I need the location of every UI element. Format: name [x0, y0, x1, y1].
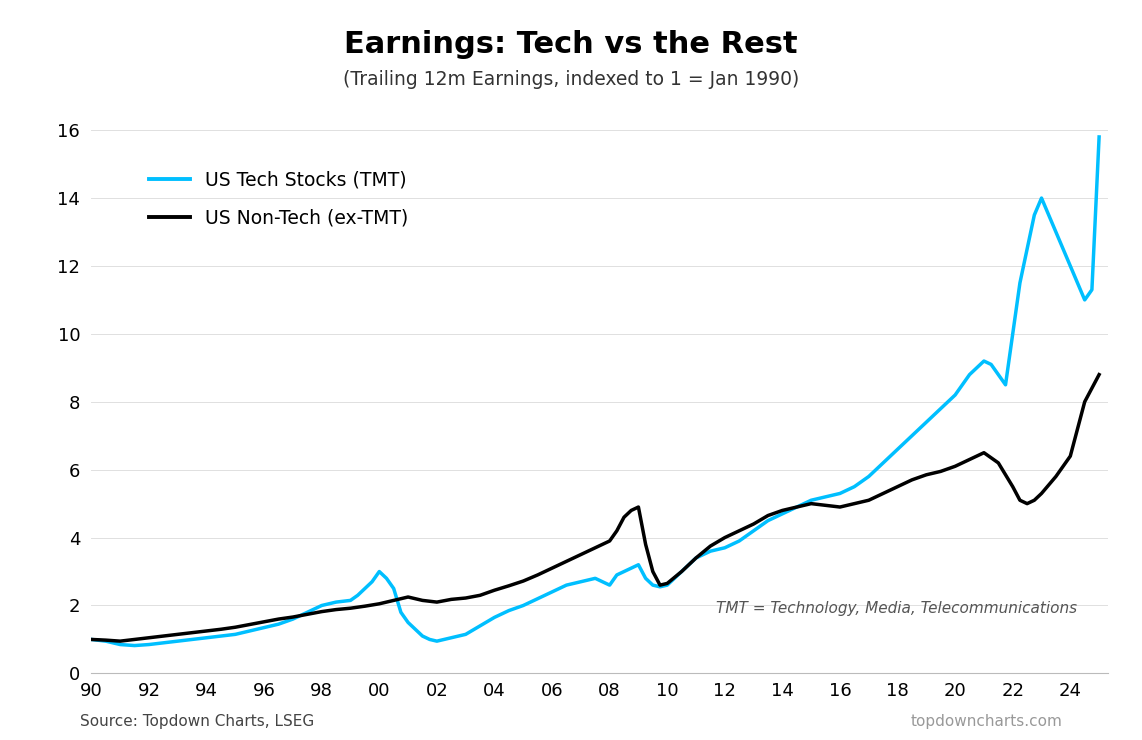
- Text: Earnings: Tech vs the Rest: Earnings: Tech vs the Rest: [344, 30, 798, 58]
- Text: Source: Topdown Charts, LSEG: Source: Topdown Charts, LSEG: [80, 714, 314, 729]
- Text: (Trailing 12m Earnings, indexed to 1 = Jan 1990): (Trailing 12m Earnings, indexed to 1 = J…: [343, 70, 799, 90]
- Legend: US Tech Stocks (TMT), US Non-Tech (ex-TMT): US Tech Stocks (TMT), US Non-Tech (ex-TM…: [142, 164, 416, 235]
- Text: topdowncharts.com: topdowncharts.com: [910, 714, 1062, 729]
- Text: TMT = Technology, Media, Telecommunications: TMT = Technology, Media, Telecommunicati…: [716, 601, 1077, 616]
